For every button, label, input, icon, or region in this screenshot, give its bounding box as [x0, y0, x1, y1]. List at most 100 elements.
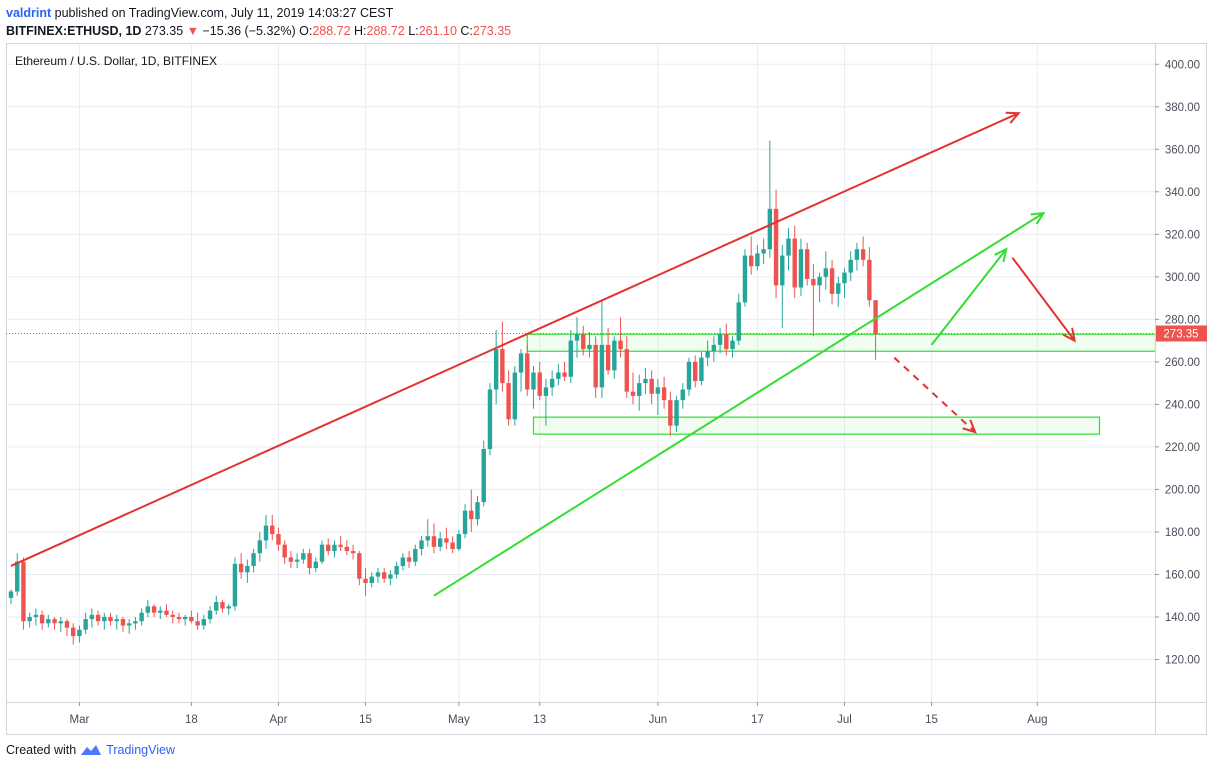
- candle-body: [64, 621, 70, 628]
- candle-body: [350, 551, 356, 554]
- candle-body: [437, 538, 443, 547]
- arrow-head-icon: [1062, 327, 1076, 343]
- candle-up: [568, 329, 573, 384]
- candle-up: [817, 272, 822, 303]
- trendline-stroke: [1011, 257, 1076, 342]
- candle-body: [748, 255, 754, 267]
- candle-body: [294, 559, 300, 562]
- author-link[interactable]: valdrint: [6, 6, 52, 20]
- candle-body: [95, 614, 101, 622]
- candle-up: [456, 529, 462, 552]
- candle-up: [232, 557, 238, 611]
- candle-body: [400, 557, 406, 566]
- candle-body: [77, 629, 82, 637]
- footer: Created with TradingView: [6, 741, 175, 759]
- candle-body: [612, 340, 617, 371]
- candle-up: [214, 595, 219, 615]
- candle-body: [798, 249, 804, 288]
- candle-body: [655, 387, 661, 394]
- candle-down: [537, 361, 542, 401]
- candle-body: [742, 255, 748, 303]
- candles: [8, 140, 878, 645]
- candle-body: [176, 616, 182, 620]
- publish-header: valdrint published on TradingView.com, J…: [6, 4, 511, 40]
- symbol-label: BITFINEX:ETHUSD, 1D: [6, 24, 142, 38]
- publish-line: valdrint published on TradingView.com, J…: [6, 4, 511, 22]
- candle-down: [724, 323, 729, 356]
- candle-body: [332, 544, 337, 552]
- candle-up: [587, 332, 592, 358]
- price-tick-label: 140.00: [1165, 612, 1200, 624]
- candle-down: [525, 344, 530, 396]
- candle-down: [406, 551, 412, 569]
- candle-up: [637, 374, 642, 411]
- candle-body: [21, 561, 26, 622]
- candle-down: [338, 536, 343, 552]
- candle-body: [319, 544, 325, 562]
- candle-up: [394, 561, 399, 579]
- candle-up: [736, 293, 741, 345]
- arrow-head-icon: [1005, 111, 1021, 124]
- candle-body: [487, 389, 493, 450]
- candle-up: [319, 540, 325, 564]
- candle-body: [46, 619, 51, 624]
- candle-body: [263, 525, 269, 541]
- candle-body: [605, 344, 611, 371]
- candle-down: [624, 336, 629, 399]
- candle-body: [338, 544, 343, 547]
- candle-up: [8, 589, 14, 605]
- candle-body: [705, 351, 710, 358]
- price-tick-label: 240.00: [1165, 399, 1200, 411]
- candle-body: [804, 249, 810, 279]
- candle-up: [257, 531, 262, 562]
- arrow-head-icon: [1030, 211, 1046, 225]
- tradingview-brand[interactable]: TradingView: [106, 743, 175, 757]
- candle-body: [83, 619, 88, 630]
- candle-body: [699, 357, 704, 382]
- candle-up: [475, 495, 480, 526]
- candle-body: [108, 616, 113, 622]
- trendline-stroke: [433, 212, 1045, 597]
- time-tick-label: 17: [751, 714, 764, 726]
- candle-up: [717, 327, 723, 354]
- candle-down: [506, 370, 511, 426]
- candle-down: [630, 372, 636, 405]
- candle-down: [39, 610, 45, 630]
- candle-body: [313, 561, 318, 569]
- candle-up: [481, 440, 486, 507]
- candle-down: [581, 325, 586, 356]
- candle-down: [562, 361, 567, 382]
- candle-up: [493, 329, 499, 405]
- candle-up: [512, 366, 518, 426]
- candle-up: [294, 553, 300, 569]
- candle-body: [618, 340, 623, 350]
- arrow-head-icon: [994, 247, 1008, 263]
- candle-up: [425, 519, 430, 547]
- candle-body: [680, 389, 685, 401]
- time-tick-label: 13: [533, 714, 546, 726]
- price-tick-label: 300.00: [1165, 272, 1200, 284]
- low-label: L:: [408, 24, 419, 38]
- candle-up: [77, 625, 82, 643]
- candle-up: [543, 378, 549, 426]
- price-tick-label: 360.00: [1165, 144, 1200, 156]
- candle-up: [313, 557, 318, 573]
- candle-body: [251, 553, 256, 566]
- price-change: −15.36 (−5.32%): [202, 24, 296, 38]
- candle-down: [873, 300, 878, 360]
- upper-resistance-line: [10, 111, 1021, 567]
- candle-up: [742, 249, 748, 307]
- candle-up: [33, 608, 39, 626]
- last-price-tag-text: 273.35: [1163, 328, 1198, 340]
- candlestick-chart[interactable]: 120.00 140.00 160.00 180.00 200.00 220.00 240.…: [6, 43, 1207, 735]
- candle-body: [730, 340, 735, 350]
- candle-down: [661, 376, 667, 409]
- candle-body: [413, 548, 418, 562]
- candle-up: [549, 370, 555, 396]
- candle-down: [649, 370, 654, 405]
- chart-title: Ethereum / U.S. Dollar, 1D, BITFINEX: [15, 54, 217, 68]
- last-price-tag: 273.35: [1156, 325, 1207, 342]
- candle-up: [798, 238, 804, 296]
- time-tick-label: 15: [925, 714, 938, 726]
- candle-up: [680, 383, 685, 409]
